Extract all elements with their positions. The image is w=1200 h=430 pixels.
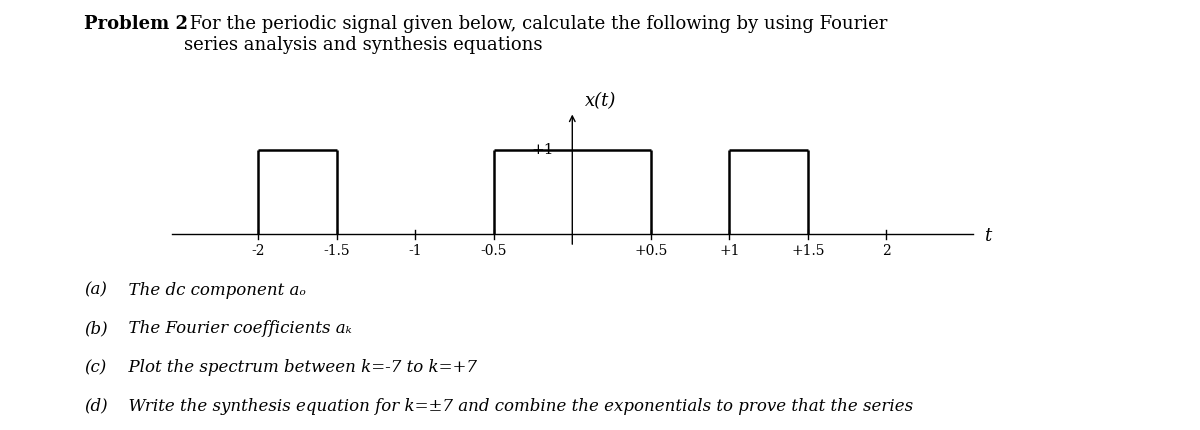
Text: -0.5: -0.5 xyxy=(480,245,506,258)
Text: (b): (b) xyxy=(84,320,108,338)
Text: The Fourier coefficients aₖ: The Fourier coefficients aₖ xyxy=(118,320,352,338)
Text: x(t): x(t) xyxy=(584,92,617,110)
Text: +0.5: +0.5 xyxy=(634,245,667,258)
Text: For the periodic signal given below, calculate the following by using Fourier
se: For the periodic signal given below, cal… xyxy=(184,15,887,54)
Text: (d): (d) xyxy=(84,398,108,415)
Text: (c): (c) xyxy=(84,359,107,376)
Text: (a): (a) xyxy=(84,282,107,299)
Text: Plot the spectrum between k=-7 to k=+7: Plot the spectrum between k=-7 to k=+7 xyxy=(118,359,476,376)
Text: -2: -2 xyxy=(251,245,265,258)
Text: -1: -1 xyxy=(408,245,422,258)
Text: -1.5: -1.5 xyxy=(323,245,350,258)
Text: +1.5: +1.5 xyxy=(791,245,824,258)
Text: The dc component aₒ: The dc component aₒ xyxy=(118,282,305,299)
Text: Write the synthesis equation for k=±7 and combine the exponentials to prove that: Write the synthesis equation for k=±7 an… xyxy=(118,398,913,415)
Text: 2: 2 xyxy=(882,245,890,258)
Text: +1: +1 xyxy=(530,143,553,157)
Text: Problem 2: Problem 2 xyxy=(84,15,188,33)
Text: t: t xyxy=(984,227,991,245)
Text: +1: +1 xyxy=(719,245,739,258)
